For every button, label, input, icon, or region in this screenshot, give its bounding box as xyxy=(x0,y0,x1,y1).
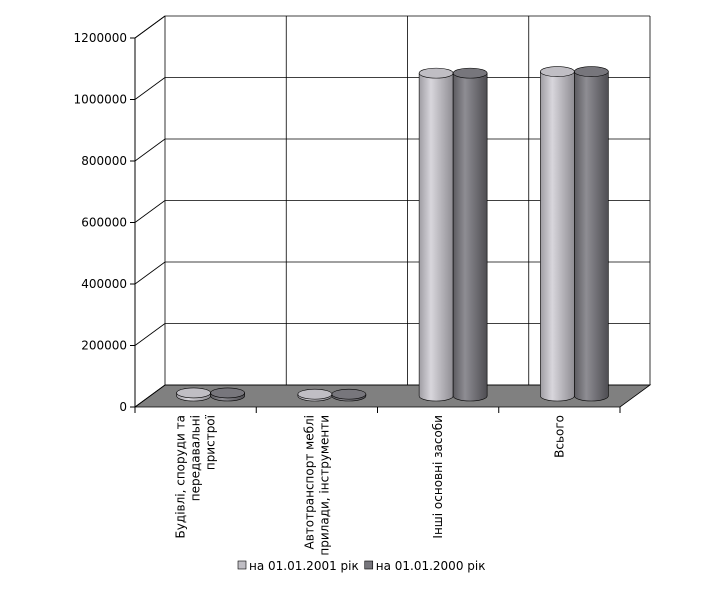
legend-label: на 01.01.2001 рік xyxy=(249,559,359,573)
y-tick-label: 600000 xyxy=(81,216,127,230)
bar-body xyxy=(540,71,575,402)
bar xyxy=(210,387,245,402)
x-tick-label: Всього xyxy=(552,415,566,458)
grid-line xyxy=(134,77,166,100)
bar-top xyxy=(210,387,245,399)
x-tick-label: Інші основні засоби xyxy=(431,415,445,539)
y-tick-label: 1000000 xyxy=(74,93,127,107)
bar xyxy=(452,67,488,402)
bar-top xyxy=(540,66,575,77)
bar-top xyxy=(176,387,211,399)
y-tick-label: 0 xyxy=(119,400,127,414)
grid-line xyxy=(134,323,166,346)
bar-top xyxy=(418,67,454,79)
bar-top xyxy=(574,66,609,77)
grid-line xyxy=(134,384,166,408)
y-tick-label: 1200000 xyxy=(74,31,127,45)
bar xyxy=(331,388,367,402)
y-tick-label: 400000 xyxy=(81,277,127,291)
y-tick-label: 200000 xyxy=(81,339,127,353)
bar xyxy=(297,388,333,402)
grid-line xyxy=(134,200,166,223)
bar xyxy=(176,387,211,402)
bar-top xyxy=(331,388,367,400)
bar-body xyxy=(418,72,454,402)
grid-line xyxy=(134,15,166,39)
x-tick-label: Будівлі, споруди тапередавальніпристрої xyxy=(174,414,218,538)
bar xyxy=(418,67,454,402)
bar-top xyxy=(452,67,488,79)
bar xyxy=(540,66,575,402)
y-tick-label: 800000 xyxy=(81,154,127,168)
legend-swatch xyxy=(237,560,247,570)
grid-line xyxy=(134,261,166,285)
bar-body xyxy=(574,71,609,402)
bar xyxy=(574,66,609,402)
grid-line xyxy=(134,138,166,162)
legend-label: на 01.01.2000 рік xyxy=(376,559,486,573)
x-tick-label: Автотранспорт мебліприлади, інструменти xyxy=(302,415,331,556)
bar-top xyxy=(297,388,333,400)
legend-swatch xyxy=(364,560,374,570)
bar-body xyxy=(452,72,488,402)
